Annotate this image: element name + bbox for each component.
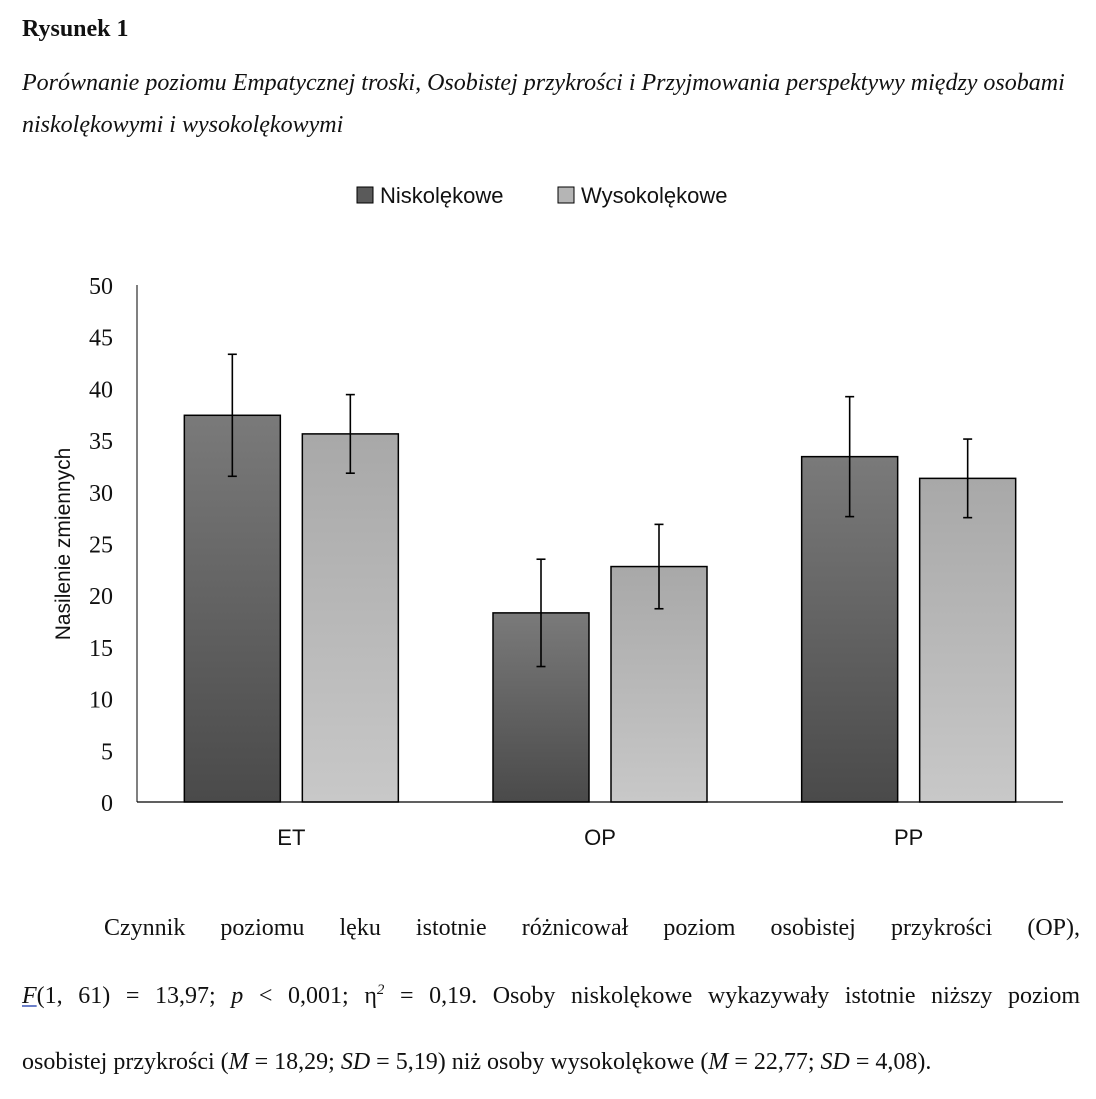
p3-text-d: = 22,77; (728, 1049, 821, 1075)
x-tick-label-et: ET (277, 825, 305, 850)
bar-chart: Niskolękowe Wysokolękowe Nasilenie zmien… (52, 183, 1063, 850)
statistic-f-link[interactable]: F (22, 983, 37, 1009)
error-bar-op-wysokolekowe (654, 523, 664, 610)
y-tick-label: 20 (89, 584, 113, 610)
x-axis-labels: ET OP PP (277, 825, 923, 850)
y-tick-label: 25 (89, 533, 113, 559)
p3-sd-symbol-2: SD (820, 1049, 850, 1075)
p2-eta-exponent: 2 (376, 982, 385, 998)
p3-sd-symbol-1: SD (340, 1049, 371, 1075)
y-tick-label: 40 (89, 377, 113, 403)
p2-text-b: < 0,001; η (243, 983, 377, 1009)
legend-label-wysokolekowe: Wysokolękowe (581, 183, 728, 208)
y-tick-label: 35 (89, 429, 113, 455)
legend-swatch-wysokolekowe (557, 186, 575, 204)
p2-text-a: (1, 61) = 13,97; (36, 983, 232, 1009)
p3-text-e: = 4,08). (849, 1049, 932, 1075)
p3-text-b: = 18,29; (248, 1049, 341, 1075)
y-axis-label: Nasilenie zmiennych (52, 448, 75, 641)
bar-et-wysokolekowe (301, 433, 400, 803)
figure-label: Rysunek 1 (22, 16, 129, 42)
error-bars (227, 353, 973, 668)
error-bar-pp-niskolekowe (845, 395, 855, 518)
y-axis-ticks: 0 5 10 15 20 25 30 35 40 45 50 (89, 274, 113, 817)
bar-et-niskolekowe (183, 414, 282, 803)
p3-text-a: osobistej przykrości ( (22, 1049, 229, 1075)
y-tick-label: 50 (89, 274, 113, 300)
p3-m-symbol-2: M (708, 1049, 729, 1075)
p2-p-symbol: p (231, 983, 244, 1009)
error-bar-et-wysokolekowe (345, 393, 355, 474)
paragraph-3: osobistej przykrości (M = 18,29; SD = 5,… (22, 1046, 1080, 1078)
p3-m-symbol-1: M (228, 1049, 249, 1075)
paragraph-1: Czynnik poziomu lęku istotnie różnicował… (104, 915, 1080, 941)
legend: Niskolękowe Wysokolękowe (356, 183, 728, 208)
x-tick-label-pp: PP (894, 825, 923, 850)
x-tick-label-op: OP (584, 825, 616, 850)
y-tick-label: 10 (89, 688, 113, 714)
error-bar-pp-wysokolekowe (963, 438, 973, 519)
legend-label-niskolekowe: Niskolękowe (380, 183, 504, 208)
bars (183, 414, 1017, 803)
y-tick-label: 30 (89, 481, 113, 507)
p2-text-c: = 0,19. Osoby niskolękowe wykazywały ist… (384, 983, 1080, 1009)
paragraph-2: F(1, 61) = 13,97; p < 0,001; η2 = 0,19. … (22, 980, 1080, 1012)
figure-title: Porównanie poziomu Empatycznej troski, O… (22, 70, 1065, 138)
error-bar-et-niskolekowe (227, 353, 237, 478)
y-tick-label: 5 (101, 739, 113, 765)
y-tick-label: 15 (89, 636, 113, 662)
p3-text-c: = 5,19) niż osoby wysokolękowe ( (370, 1049, 709, 1075)
error-bar-op-niskolekowe (536, 558, 546, 668)
bar-pp-wysokolekowe (918, 477, 1017, 803)
y-tick-label: 0 (101, 791, 113, 817)
y-tick-label: 45 (89, 326, 113, 352)
legend-swatch-niskolekowe (356, 186, 374, 204)
